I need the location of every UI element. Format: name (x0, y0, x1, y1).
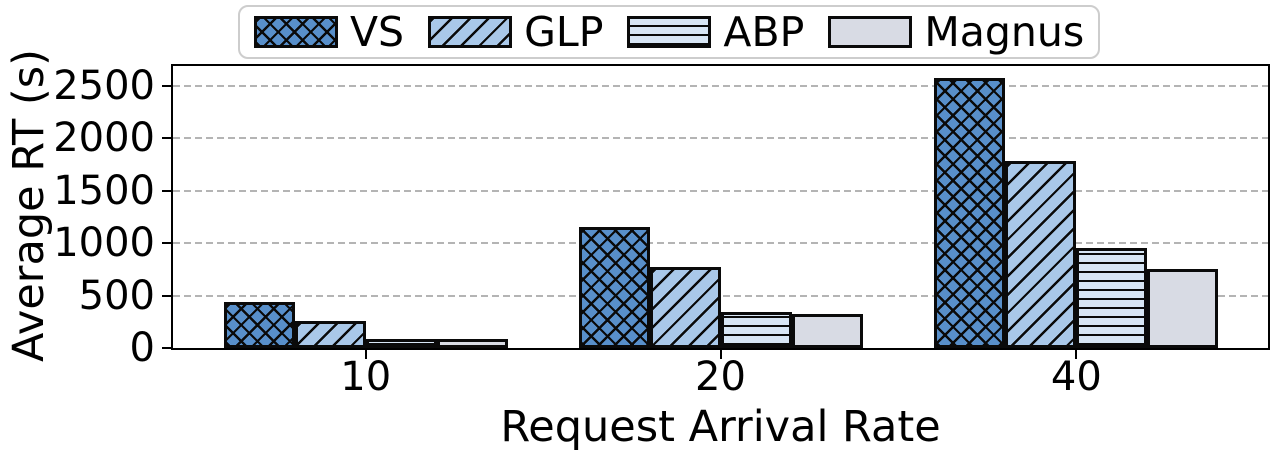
x-tick-label: 10 (340, 354, 392, 400)
bar-glp-40 (1005, 161, 1077, 348)
plot-area (171, 64, 1270, 350)
legend-item-abp: ABP (627, 7, 805, 56)
y-tick-label: 2500 (53, 62, 155, 109)
y-tick-mark (162, 137, 171, 140)
y-tick-mark (162, 84, 171, 87)
legend-label: GLP (524, 7, 604, 56)
legend-label: ABP (723, 7, 805, 56)
gridline (173, 189, 1268, 192)
bar-glp-10 (294, 321, 366, 348)
legend-label: VS (350, 7, 405, 56)
y-tick-label: 500 (78, 272, 155, 319)
bar-vs-10 (223, 302, 295, 348)
y-tick-label: 0 (129, 325, 155, 371)
bar-magnus-10 (436, 339, 508, 348)
legend: VS GLP ABP Magnus (238, 5, 1101, 59)
bar-vs-40 (934, 77, 1006, 348)
x-tick-mark (364, 350, 367, 359)
legend-item-vs: VS (254, 7, 405, 56)
legend-swatch-magnus (828, 16, 913, 48)
bar-vs-20 (578, 227, 650, 348)
x-axis-title: Request Arrival Rate (500, 402, 941, 452)
y-tick-mark (162, 242, 171, 245)
gridline (173, 84, 1268, 87)
bar-magnus-40 (1147, 269, 1219, 348)
legend-label: Magnus (924, 7, 1085, 56)
x-tick-mark (1075, 350, 1078, 359)
legend-item-magnus: Magnus (828, 7, 1085, 56)
y-tick-label: 1500 (53, 167, 155, 214)
y-tick-label: 2000 (53, 115, 155, 162)
gridline (173, 294, 1268, 297)
y-tick-label: 1000 (53, 220, 155, 267)
x-tick-label: 40 (1050, 354, 1102, 400)
x-tick-label: 20 (695, 354, 746, 400)
bar-glp-20 (649, 266, 721, 348)
legend-swatch-glp (428, 16, 513, 48)
x-tick-mark (719, 350, 722, 359)
bar-magnus-20 (791, 313, 863, 348)
gridline (173, 137, 1268, 140)
y-tick-mark (162, 294, 171, 297)
y-tick-mark (162, 347, 171, 349)
legend-item-glp: GLP (428, 7, 604, 56)
legend-swatch-abp (627, 16, 712, 48)
y-tick-mark (162, 189, 171, 192)
gridline (173, 242, 1268, 245)
bar-abp-40 (1076, 247, 1148, 348)
bar-abp-10 (365, 338, 437, 348)
legend-swatch-vs (254, 16, 338, 48)
bar-abp-20 (720, 312, 792, 348)
